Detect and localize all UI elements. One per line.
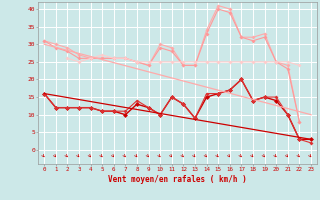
X-axis label: Vent moyen/en rafales ( km/h ): Vent moyen/en rafales ( km/h )	[108, 175, 247, 184]
